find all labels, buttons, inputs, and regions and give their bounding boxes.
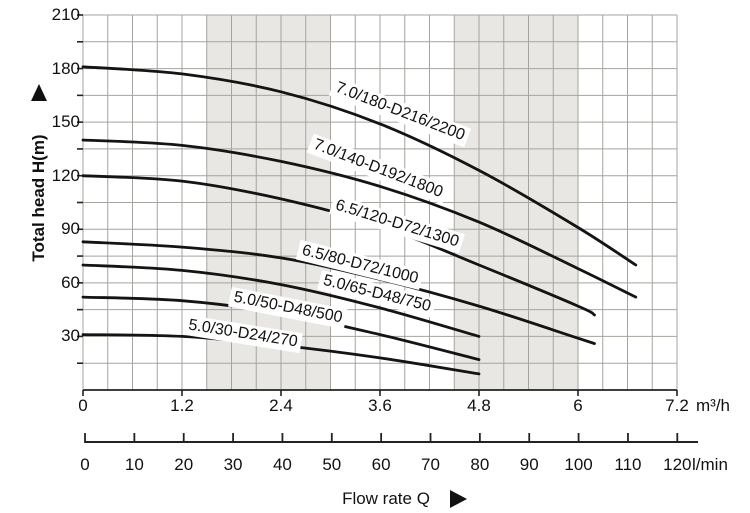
y-axis-title: Total head H(m) bbox=[29, 134, 48, 262]
x-lmin-tick-label: 80 bbox=[470, 455, 490, 474]
x-axis-unit-lmin: l/min bbox=[692, 455, 728, 474]
x-m3h-tick-label: 0 bbox=[78, 396, 88, 415]
x-lmin-tick-label: 30 bbox=[223, 455, 243, 474]
x-lmin-tick-label: 0 bbox=[80, 455, 90, 474]
y-tick-label: 150 bbox=[51, 112, 80, 132]
y-tick-label: 90 bbox=[61, 219, 80, 239]
x-lmin-tick-label: 120 bbox=[663, 455, 692, 474]
x-m3h-tick-label: 3.6 bbox=[368, 396, 392, 415]
y-tick-label: 180 bbox=[51, 58, 80, 78]
x-axis-unit-m3h: m³/h bbox=[696, 396, 730, 415]
triangle-right-icon bbox=[450, 490, 467, 508]
x-lmin-tick-label: 50 bbox=[322, 455, 342, 474]
pump-curve bbox=[81, 65, 638, 267]
pump-curve bbox=[81, 263, 481, 338]
x-m3h-tick-label: 2.4 bbox=[269, 396, 293, 415]
triangle-up-icon bbox=[31, 84, 47, 101]
x-lmin-tick-label: 90 bbox=[519, 455, 539, 474]
y-tick-label: 210 bbox=[51, 5, 80, 24]
x-axis-title: Flow rate Q bbox=[342, 489, 430, 508]
x-lmin-tick-label: 10 bbox=[124, 455, 144, 474]
x-lmin-tick-label: 110 bbox=[614, 455, 642, 474]
x-lmin-tick-label: 20 bbox=[174, 455, 194, 474]
y-tick-label: 120 bbox=[51, 165, 80, 185]
x-lmin-tick-label: 40 bbox=[272, 455, 292, 474]
x-m3h-tick-label: 1.2 bbox=[170, 396, 194, 415]
y-tick-label: 30 bbox=[61, 326, 80, 346]
y-tick-label: 60 bbox=[61, 272, 80, 292]
x-m3h-tick-label: 6 bbox=[573, 396, 583, 415]
x-m3h-tick-label: 4.8 bbox=[467, 396, 491, 415]
x-lmin-tick-label: 70 bbox=[421, 455, 440, 474]
x-m3h-tick-label: 7.2 bbox=[665, 396, 689, 415]
x-lmin-tick-label: 100 bbox=[564, 455, 593, 474]
pump-curve bbox=[81, 138, 638, 299]
x-lmin-tick-label: 60 bbox=[371, 455, 391, 474]
